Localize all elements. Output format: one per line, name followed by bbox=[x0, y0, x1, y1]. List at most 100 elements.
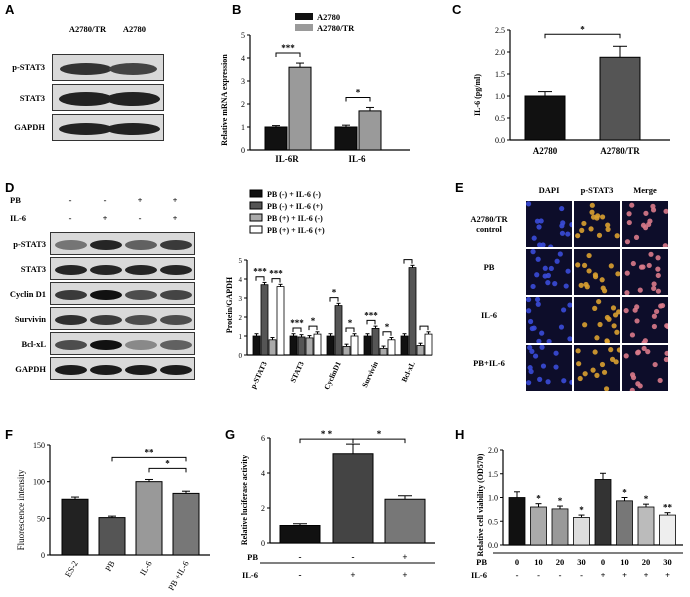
row-label: GAPDH bbox=[14, 122, 45, 132]
condition-label: PB bbox=[476, 557, 487, 567]
bar bbox=[297, 336, 306, 356]
bar bbox=[342, 346, 351, 356]
cell-nucleus bbox=[526, 308, 532, 314]
band bbox=[125, 290, 157, 300]
cell-nucleus bbox=[616, 309, 620, 315]
panel-h-chart: Relative cell viability (OD570) 0.0 0.5 1.… bbox=[471, 446, 683, 580]
cell-nucleus bbox=[662, 243, 668, 247]
significance-mark: *** bbox=[290, 318, 304, 328]
significance-mark: ** bbox=[145, 447, 155, 457]
bar bbox=[252, 335, 261, 356]
western-blot-band bbox=[50, 282, 195, 305]
cell-nucleus bbox=[624, 290, 630, 295]
cell-nucleus bbox=[540, 363, 547, 369]
tick-label: 4 bbox=[261, 469, 265, 478]
tick-label: 1 bbox=[241, 123, 245, 132]
condition-label: PB bbox=[10, 195, 21, 205]
cell-nucleus bbox=[655, 288, 662, 294]
cell-nucleus bbox=[615, 271, 620, 277]
y-axis-label: Relative mRNA expression bbox=[220, 54, 229, 146]
category-label: Survivin bbox=[360, 359, 380, 388]
cell-nucleus bbox=[640, 222, 647, 228]
cell-nucleus bbox=[563, 283, 569, 289]
cell-nucleus bbox=[624, 270, 630, 276]
cell-nucleus bbox=[663, 208, 668, 214]
panel-b-label: B bbox=[232, 2, 242, 17]
bar bbox=[599, 56, 641, 141]
cell-nucleus bbox=[652, 361, 658, 368]
cell-nucleus bbox=[599, 277, 605, 283]
bar bbox=[387, 339, 396, 356]
cell-nucleus bbox=[579, 227, 585, 233]
row-label: p-STAT3 bbox=[12, 62, 45, 72]
cell-nucleus bbox=[589, 209, 595, 215]
legend-swatch bbox=[249, 225, 263, 234]
cell-nucleus bbox=[599, 361, 606, 368]
cell-nucleus bbox=[537, 242, 543, 247]
bar bbox=[264, 126, 288, 151]
cell-nucleus bbox=[567, 336, 572, 342]
cell-nucleus bbox=[530, 283, 536, 290]
cell-nucleus bbox=[611, 323, 617, 329]
cell-nucleus bbox=[582, 371, 588, 377]
significance-mark: * bbox=[536, 494, 541, 504]
cell-nucleus bbox=[594, 335, 600, 341]
western-blot-band bbox=[50, 357, 195, 380]
bar bbox=[371, 327, 380, 356]
row-label: GAPDH bbox=[15, 364, 46, 374]
cell-nucleus bbox=[605, 226, 611, 232]
significance-mark: * bbox=[165, 458, 170, 468]
tick-label: 3 bbox=[239, 295, 243, 303]
cell-nucleus bbox=[539, 345, 545, 350]
category-label: A2780 bbox=[533, 146, 558, 156]
condition-value: + bbox=[665, 570, 670, 580]
panel-d-label: D bbox=[5, 180, 15, 195]
significance-bracket bbox=[275, 52, 301, 58]
cell-nucleus bbox=[609, 356, 616, 362]
band bbox=[90, 365, 122, 375]
cell-nucleus bbox=[552, 281, 558, 287]
row-label: PB bbox=[483, 262, 495, 272]
microscopy-image bbox=[621, 344, 669, 392]
band bbox=[125, 340, 157, 350]
significance-mark: * bbox=[580, 24, 585, 34]
y-axis-label: Fluorescence intensity bbox=[16, 469, 26, 550]
cell-nucleus bbox=[539, 330, 545, 336]
cell-nucleus bbox=[659, 302, 666, 309]
tick-label: 5 bbox=[241, 31, 245, 40]
bar bbox=[61, 498, 89, 556]
band bbox=[55, 365, 87, 375]
cell-nucleus bbox=[553, 350, 559, 356]
cell-nucleus bbox=[651, 281, 657, 287]
cell-nucleus bbox=[527, 345, 533, 351]
cell-nucleus bbox=[553, 364, 559, 370]
legend-entry: PB (+) + IL-6 (-) bbox=[267, 214, 323, 223]
cell-nucleus bbox=[526, 297, 532, 303]
significance-bracket bbox=[271, 278, 281, 283]
condition-sign: - bbox=[103, 195, 107, 205]
microscopy-image bbox=[573, 344, 621, 392]
bar bbox=[276, 286, 285, 356]
cell-nucleus bbox=[637, 383, 643, 389]
band bbox=[90, 290, 122, 300]
category-label: CyclinD1 bbox=[322, 360, 343, 391]
significance-mark: *** bbox=[253, 267, 267, 277]
row-label: Survivin bbox=[14, 314, 46, 324]
bar bbox=[334, 126, 358, 151]
microscopy-image bbox=[621, 200, 669, 248]
band bbox=[160, 315, 192, 325]
tick-label: 2.0 bbox=[488, 446, 498, 455]
condition-value: - bbox=[559, 570, 562, 580]
cell-nucleus bbox=[629, 387, 635, 391]
legend-entry: PB (+) + IL-6 (+) bbox=[267, 226, 325, 235]
tick-label: 150 bbox=[33, 441, 45, 450]
significance-mark: * bbox=[311, 316, 316, 326]
condition-sign: + bbox=[172, 213, 178, 223]
row-label: Cyclin D1 bbox=[9, 289, 46, 299]
significance-bracket bbox=[352, 438, 406, 444]
legend-entry: A2780 bbox=[317, 12, 340, 22]
tick-label: 0 bbox=[261, 539, 265, 548]
panel-g-label: G bbox=[225, 427, 236, 442]
cell-nucleus bbox=[592, 272, 598, 278]
cell-nucleus bbox=[637, 287, 643, 293]
